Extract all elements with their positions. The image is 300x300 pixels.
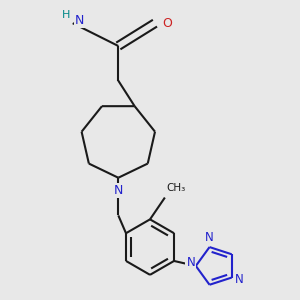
Text: N: N xyxy=(205,231,214,244)
Text: N: N xyxy=(114,184,123,197)
Text: H: H xyxy=(61,10,70,20)
Text: N: N xyxy=(187,256,195,269)
Text: N: N xyxy=(75,14,84,27)
Text: CH₃: CH₃ xyxy=(167,183,186,193)
Text: N: N xyxy=(235,273,244,286)
Text: O: O xyxy=(162,17,172,30)
